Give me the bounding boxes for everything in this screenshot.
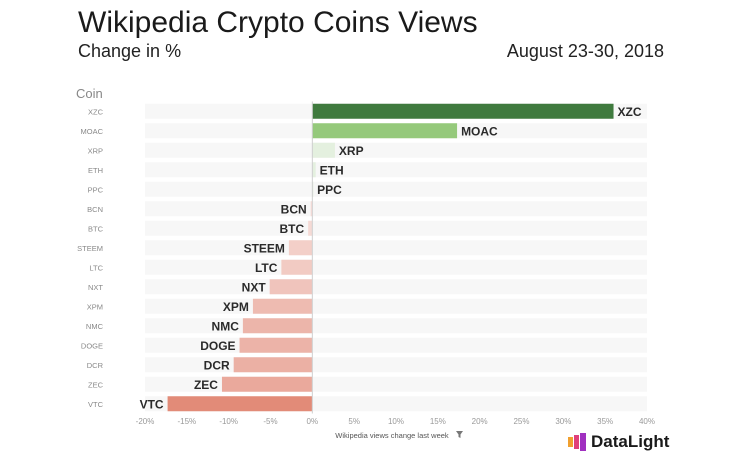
bar-label: VTC <box>140 397 164 411</box>
bar-label: MOAC <box>461 124 498 138</box>
row-track <box>145 181 647 197</box>
row-track <box>145 162 647 178</box>
category-label: XRP <box>88 146 103 155</box>
bar-label: NMC <box>212 319 240 333</box>
bar-label: ZEC <box>194 378 218 392</box>
category-label: NXT <box>88 283 103 292</box>
row-header: Coin <box>76 86 103 101</box>
row-track <box>145 298 647 314</box>
bar-label: DOGE <box>200 339 235 353</box>
row-track <box>145 279 647 295</box>
category-label: XPM <box>87 302 103 311</box>
bar-label: DCR <box>204 358 230 372</box>
category-label: DOGE <box>81 341 103 350</box>
bar-dcr <box>233 357 313 373</box>
x-tick-label: -10% <box>219 417 238 426</box>
bar-label: BCN <box>281 202 307 216</box>
row-track <box>145 142 647 158</box>
chart-subtitle: Change in % <box>78 41 182 61</box>
datalight-logo-icon <box>568 433 586 451</box>
category-label: PPC <box>88 185 104 194</box>
row-track <box>145 240 647 256</box>
category-label: STEEM <box>77 244 103 253</box>
bar-label: PPC <box>317 183 342 197</box>
x-tick-label: 10% <box>388 417 404 426</box>
bar-label: LTC <box>255 261 278 275</box>
category-label: BCN <box>87 205 103 214</box>
bar-steem <box>288 240 313 256</box>
bar-label: XRP <box>339 144 364 158</box>
x-tick-label: 35% <box>597 417 613 426</box>
x-tick-label: 15% <box>430 417 446 426</box>
bar-xrp <box>312 142 335 158</box>
category-label: LTC <box>89 263 103 272</box>
bar-bcn <box>310 201 313 217</box>
x-tick-label: 40% <box>639 417 655 426</box>
x-tick-label: 5% <box>348 417 360 426</box>
bar-xzc <box>312 103 614 119</box>
bar-label: XPM <box>223 300 249 314</box>
bar-label: STEEM <box>244 241 285 255</box>
bar-label: XZC <box>618 105 642 119</box>
filter-icon <box>456 431 463 438</box>
x-axis-label: Wikipedia views change last week <box>335 431 449 440</box>
category-label: XZC <box>88 107 104 116</box>
x-tick-label: 0% <box>307 417 319 426</box>
row-track <box>145 259 647 275</box>
bar-label: ETH <box>320 163 344 177</box>
bar-ltc <box>281 259 313 275</box>
row-track <box>145 376 647 392</box>
category-label: ETH <box>88 166 103 175</box>
bar-nmc <box>242 318 313 334</box>
x-tick-label: 25% <box>513 417 529 426</box>
bar-vtc <box>167 396 313 412</box>
bar-btc <box>308 220 313 236</box>
bar-label: BTC <box>279 222 304 236</box>
bar-zec <box>221 376 313 392</box>
x-tick-label: -20% <box>136 417 155 426</box>
category-label: NMC <box>86 322 104 331</box>
x-tick-label: -5% <box>263 417 277 426</box>
datalight-logo-text: DataLight <box>591 432 670 451</box>
x-tick-label: 30% <box>555 417 571 426</box>
category-label: MOAC <box>81 127 104 136</box>
bar-doge <box>239 337 313 353</box>
date-range: August 23-30, 2018 <box>506 41 664 61</box>
bar-eth <box>312 162 316 178</box>
row-track <box>145 220 647 236</box>
chart-title: Wikipedia Crypto Coins Views <box>78 6 478 39</box>
row-track <box>145 201 647 217</box>
category-label: ZEC <box>88 380 104 389</box>
bar-moac <box>312 123 458 139</box>
bar-label: NXT <box>242 280 267 294</box>
x-tick-label: 20% <box>472 417 488 426</box>
category-label: BTC <box>88 224 104 233</box>
x-tick-label: -15% <box>177 417 196 426</box>
bar-nxt <box>269 279 313 295</box>
datalight-logo: DataLight <box>568 432 669 452</box>
bar-xpm <box>252 298 313 314</box>
category-label: DCR <box>87 361 104 370</box>
category-label: VTC <box>88 400 104 409</box>
